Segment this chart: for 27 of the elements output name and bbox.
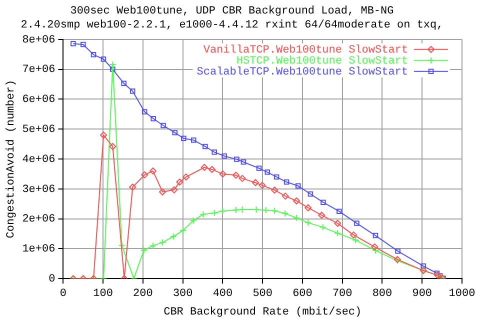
y-tick-label: 3e+06 [22,184,56,196]
chart-title: 300sec Web100tune, UDP CBR Background Load, MB-NG [70,6,394,18]
x-tick-label: 800 [372,288,392,300]
legend-label: ScalableTCP.Web100tune SlowStart [196,66,408,78]
x-tick-label: 900 [412,288,432,300]
x-tick-label: 600 [292,288,312,300]
x-tick-label: 300 [172,288,193,300]
y-tick-label: 1e+06 [22,244,56,256]
y-tick-label: 0 [48,274,56,286]
y-tick-label: 2e+06 [22,214,56,226]
x-tick-label: 1000 [448,288,476,300]
y-tick-label: 8e+06 [22,34,56,46]
x-tick-label: 100 [93,288,113,300]
legend-label: HSTCP.Web100tune SlowStart [236,55,408,68]
chart-subtitle: 2.4.20smp web100-2.2.1, e1000-4.4.12 rxint 64/64moderate on txq, [20,20,444,32]
x-tick-label: 400 [212,288,233,300]
y-tick-label: 7e+06 [22,64,56,76]
y-axis-title: CongestionAvoid (number) [6,80,18,238]
x-tick-label: 0 [60,288,67,300]
y-tick-label: 5e+06 [22,124,56,136]
x-axis-title: CBR Background Rate (mbit/sec) [164,306,362,318]
x-tick-label: 500 [252,288,273,300]
x-tick-label: 700 [332,288,352,300]
legend-label: VanillaTCP.Web100tune SlowStart [203,44,408,56]
x-tick-label: 200 [133,288,153,300]
y-tick-label: 6e+06 [22,94,56,106]
y-tick-label: 4e+06 [22,154,56,166]
